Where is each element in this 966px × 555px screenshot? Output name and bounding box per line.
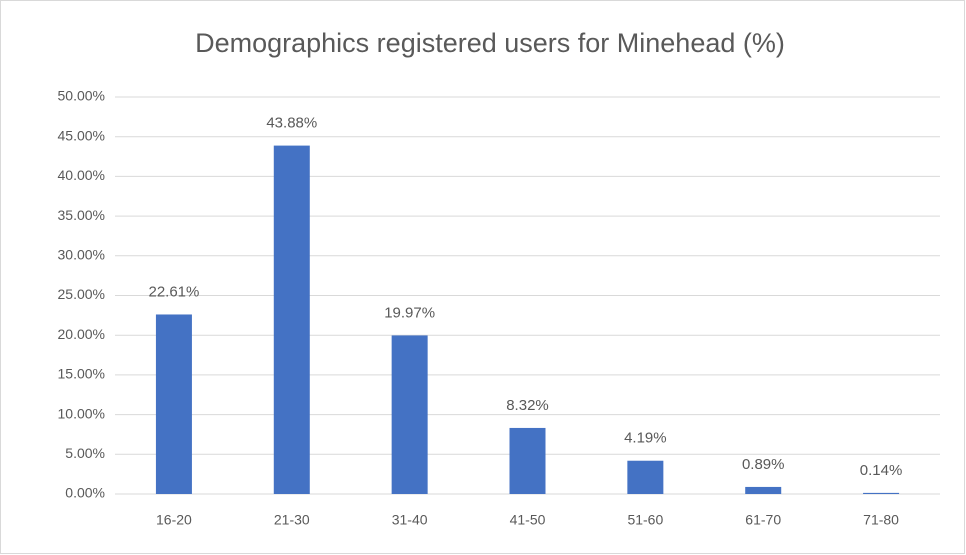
y-tick-label: 10.00% — [58, 405, 105, 421]
value-label: 22.61% — [148, 283, 199, 300]
x-tick-label: 16-20 — [156, 512, 192, 528]
y-tick-label: 40.00% — [58, 167, 105, 183]
y-tick-label: 50.00% — [58, 88, 105, 104]
bar — [627, 460, 664, 494]
y-tick-label: 25.00% — [58, 286, 105, 302]
y-tick-label: 20.00% — [58, 326, 105, 342]
x-tick-label: 41-50 — [510, 512, 546, 528]
value-label: 19.97% — [384, 304, 435, 321]
value-label: 0.14% — [860, 462, 903, 479]
value-label: 4.19% — [624, 430, 667, 447]
chart-title: Demographics registered users for Minehe… — [195, 28, 785, 58]
y-tick-label: 45.00% — [58, 127, 105, 143]
bar — [155, 314, 192, 494]
bar — [745, 486, 782, 494]
y-tick-label: 30.00% — [58, 247, 105, 263]
bar — [509, 427, 546, 494]
bar — [273, 145, 310, 494]
y-tick-label: 35.00% — [58, 207, 105, 223]
x-tick-label: 31-40 — [392, 512, 428, 528]
y-tick-label: 0.00% — [65, 485, 105, 501]
x-tick-label: 51-60 — [627, 512, 663, 528]
x-tick-label: 21-30 — [274, 512, 310, 528]
y-tick-label: 5.00% — [65, 445, 105, 461]
value-label: 8.32% — [506, 397, 549, 414]
value-label: 0.89% — [742, 456, 785, 473]
x-tick-label: 61-70 — [745, 512, 781, 528]
value-label: 43.88% — [266, 115, 317, 132]
bar — [863, 492, 900, 494]
y-tick-label: 15.00% — [58, 366, 105, 382]
bar — [391, 335, 428, 494]
x-tick-label: 71-80 — [863, 512, 899, 528]
